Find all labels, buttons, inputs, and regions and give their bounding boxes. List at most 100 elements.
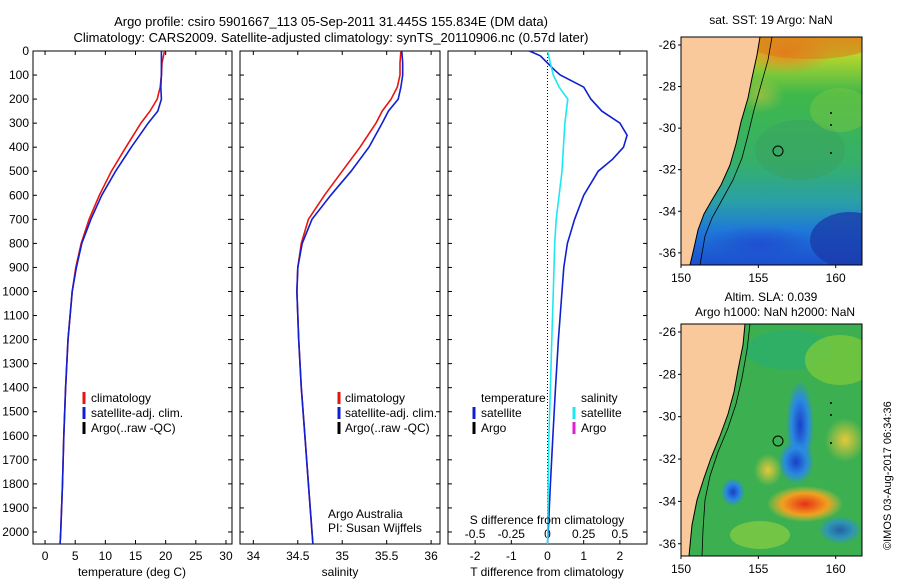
sla-map-title-1: Altim. SLA: 0.039 <box>725 290 818 304</box>
salinity-panel: 34 34.5 35 35.5 36 salinity climatology sate… <box>239 50 441 579</box>
legend-title-salinity: salinity <box>581 391 618 405</box>
map-y-label: -26 <box>659 325 677 339</box>
sst-land <box>681 37 761 265</box>
temperature-legend: climatology satellite-adj. clim. Argo(..… <box>82 391 183 435</box>
depth-tick-label: 400 <box>9 140 29 154</box>
depth-tick-label: 500 <box>9 164 29 178</box>
sst-axes: -26 -28 -30 -32 -34 -36 150 155 160 <box>659 38 846 285</box>
map-y-label: -32 <box>659 452 677 466</box>
map-y-label: -30 <box>659 410 677 424</box>
depth-axis: 0 100 200 300 400 500 600 700 800 900 1000 1100 1200… <box>2 44 232 539</box>
difference-y-ticks <box>448 50 647 533</box>
depth-tick-label: 600 <box>9 188 29 202</box>
depth-tick-label: 1700 <box>2 453 29 467</box>
sst-map-title: sat. SST: 19 Argo: NaN <box>709 13 832 27</box>
x-tick-label: 35 <box>336 549 350 563</box>
difference-legend: temperature satellite Argo salinity sate… <box>472 391 622 435</box>
depth-tick-label: 900 <box>9 260 29 274</box>
map-y-label: -26 <box>659 38 677 52</box>
x-tick-label: 34.5 <box>286 549 310 563</box>
temperature-panel: 0100200300400500600700800900100011001200… <box>2 44 233 579</box>
depth-tick-label: 1200 <box>2 333 29 347</box>
depth-tick-label: 300 <box>9 116 29 130</box>
pi-note: PI: Susan Wijffels <box>328 521 422 535</box>
title-line-1: Argo profile: csiro 5901667_113 05-Sep-2… <box>114 14 548 29</box>
salinity-y-ticks <box>240 50 440 533</box>
map-y-label: -28 <box>659 80 677 94</box>
map-x-label: 155 <box>748 562 768 576</box>
depth-tick-label: 1900 <box>2 501 29 515</box>
salinity-difference-line <box>546 50 569 545</box>
sla-station-dot <box>830 442 832 444</box>
temperature-difference-line <box>529 50 628 545</box>
depth-tick-label: 800 <box>9 236 29 250</box>
sla-axes: -26 -28 -30 -32 -34 -36 150 155 160 <box>659 325 846 576</box>
x-tick-label: 34 <box>247 549 261 563</box>
depth-tick-label: 1600 <box>2 429 29 443</box>
sla-contour <box>701 324 751 556</box>
depth-tick-label: 1100 <box>3 309 29 323</box>
sla-land <box>681 324 746 556</box>
depth-tick-label: 100 <box>9 68 29 82</box>
x-tick-label: 2 <box>617 549 624 563</box>
legend-label-t-argo: Argo <box>481 421 507 435</box>
legend-label-climatology: climatology <box>345 391 405 405</box>
depth-tick-label: 1300 <box>2 357 29 371</box>
map-x-label: 150 <box>671 271 691 285</box>
map-y-label: -36 <box>659 537 677 551</box>
depth-tick-label: 1400 <box>2 381 29 395</box>
legend-label-s-satellite: satellite <box>581 406 622 420</box>
x-tick-label: 5 <box>72 549 79 563</box>
difference-x-axis: -2 -1 0 1 2 <box>470 51 624 563</box>
temperature-x-axis: 0 5 10 15 20 25 30 <box>42 51 233 563</box>
map-y-label: -32 <box>659 163 677 177</box>
legend-label-argo: Argo(..raw -QC) <box>345 421 430 435</box>
legend-label-t-satellite: satellite <box>481 406 522 420</box>
sla-station-dot <box>830 402 832 404</box>
depth-tick-label: 1000 <box>2 284 29 298</box>
x-tick-label: 30 <box>219 549 233 563</box>
s-tick-label: -0.5 <box>465 527 486 541</box>
salinity-satellite-line <box>296 50 404 545</box>
sst-station-dot <box>830 124 832 126</box>
sst-station-dot <box>830 152 832 154</box>
salinity-x-axis: 34 34.5 35 35.5 36 <box>247 51 438 563</box>
sst-contour <box>699 37 773 265</box>
legend-title-temperature: temperature <box>481 391 546 405</box>
sst-station-dot <box>830 112 832 114</box>
sst-map: sat. SST: 19 Argo: NaN -26 -28 -30 -32 -34 -3… <box>659 13 863 285</box>
temperature-satellite-line <box>59 51 163 545</box>
x-tick-label: 36 <box>424 549 438 563</box>
x-tick-label: 10 <box>99 549 113 563</box>
map-x-label: 160 <box>826 271 846 285</box>
sla-station-dot <box>830 414 832 416</box>
map-x-label: 150 <box>671 562 691 576</box>
legend-label-satellite: satellite-adj. clim. <box>345 406 437 420</box>
depth-tick-label: 1800 <box>2 477 29 491</box>
x-tick-label: 15 <box>129 549 143 563</box>
x-tick-label: 1 <box>580 549 587 563</box>
legend-label-climatology: climatology <box>91 391 151 405</box>
sla-map: Altim. SLA: 0.039 Argo h1000: NaN h2000:… <box>659 290 863 576</box>
salinity-difference-axis: -0.5 -0.25 0 0.25 0.5 <box>465 527 629 541</box>
s-tick-label: 0.25 <box>572 527 596 541</box>
map-y-label: -34 <box>659 494 677 508</box>
map-y-label: -36 <box>659 246 677 260</box>
argo-australia-note: Argo Australia <box>328 507 403 521</box>
s-tick-label: -0.25 <box>498 527 526 541</box>
x-tick-label: -2 <box>470 549 481 563</box>
title-line-2: Climatology: CARS2009. Satellite-adjuste… <box>74 30 589 45</box>
temperature-xlabel: temperature (deg C) <box>78 565 186 579</box>
legend-label-s-argo: Argo <box>581 421 607 435</box>
map-x-label: 155 <box>748 271 768 285</box>
sla-argo-marker <box>772 435 784 447</box>
s-difference-label: S difference from climatology <box>470 513 625 527</box>
depth-tick-label: 200 <box>9 92 29 106</box>
sla-map-title-2: Argo h1000: NaN h2000: NaN <box>695 305 855 319</box>
map-x-label: 160 <box>826 562 846 576</box>
map-y-label: -30 <box>659 121 677 135</box>
x-tick-label: 0 <box>42 549 49 563</box>
x-tick-label: 25 <box>189 549 203 563</box>
x-tick-label: 0 <box>544 549 551 563</box>
